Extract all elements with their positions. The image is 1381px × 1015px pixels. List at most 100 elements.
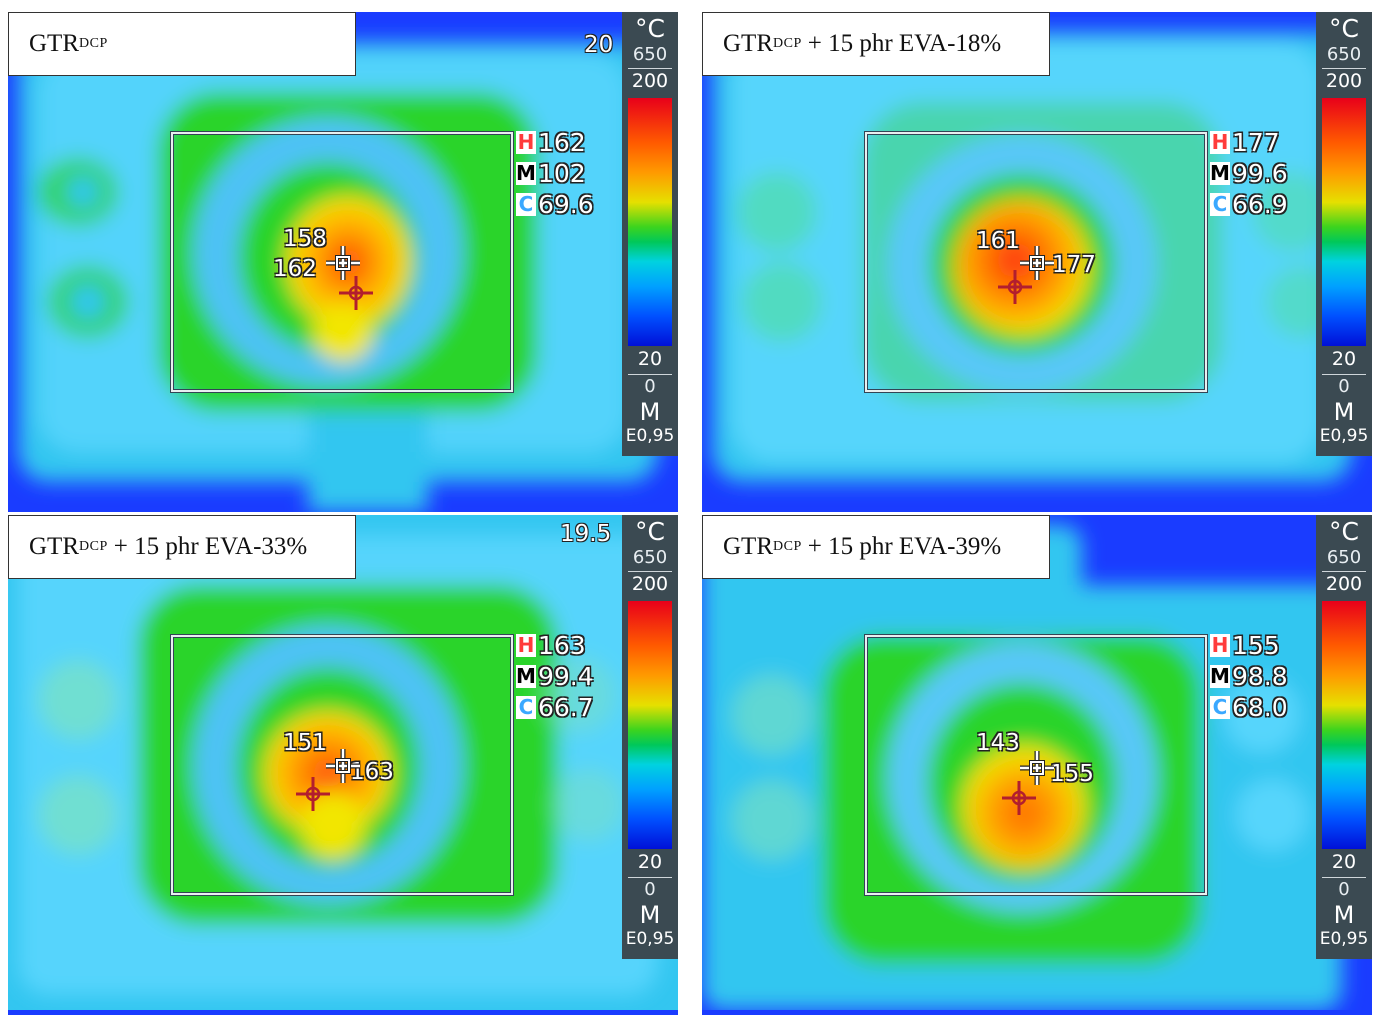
high-tag: H bbox=[516, 130, 536, 154]
stat-high: H 163 bbox=[516, 630, 594, 661]
scale-max: 650 bbox=[1326, 44, 1362, 65]
stat-cold: C 66.9 bbox=[1210, 189, 1288, 220]
high-value: 155 bbox=[1232, 631, 1280, 660]
center-spot-label: 161 bbox=[976, 228, 1020, 254]
scale-unit: °C bbox=[635, 14, 665, 43]
ambient-temp: 19.5 bbox=[560, 521, 612, 547]
scale-mode: M bbox=[639, 901, 661, 929]
panel-caption: GTR DCP bbox=[8, 12, 356, 76]
mean-value: 99.4 bbox=[538, 662, 594, 691]
crosshair-target-icon bbox=[1002, 781, 1036, 815]
color-gradient bbox=[1322, 601, 1366, 849]
hot-spot-label: 155 bbox=[1050, 761, 1094, 787]
caption-suffix: + 15 phr EVA-18% bbox=[807, 30, 1002, 57]
high-tag: H bbox=[516, 633, 536, 657]
color-gradient bbox=[628, 98, 672, 346]
cold-tag: C bbox=[1210, 193, 1230, 216]
mean-value: 99.6 bbox=[1232, 159, 1288, 188]
roi-box bbox=[865, 132, 1207, 392]
cold-value: 66.7 bbox=[538, 693, 594, 722]
scale-range-low: 20 bbox=[637, 851, 663, 873]
high-value: 162 bbox=[538, 128, 586, 157]
temperature-scale: °C 650 200 20 0 M E0,95 bbox=[622, 515, 678, 959]
emissivity: E0,95 bbox=[625, 929, 675, 949]
stat-high: H 155 bbox=[1210, 630, 1288, 661]
panel-caption: GTR DCP + 15 phr EVA-33% bbox=[8, 515, 356, 579]
high-tag: H bbox=[1210, 130, 1230, 154]
roi-stats: H 155 M 98.8 C 68.0 bbox=[1210, 630, 1288, 723]
color-gradient bbox=[1322, 98, 1366, 346]
scale-range-low: 20 bbox=[1331, 851, 1357, 873]
caption-suffix: + 15 phr EVA-39% bbox=[807, 533, 1002, 560]
stat-mean: M 98.8 bbox=[1210, 661, 1288, 692]
stat-mean: M 99.6 bbox=[1210, 158, 1288, 189]
scale-range-low: 20 bbox=[637, 348, 663, 370]
caption-subscript: DCP bbox=[773, 539, 802, 554]
cold-value: 66.9 bbox=[1232, 190, 1288, 219]
mean-tag: M bbox=[516, 664, 536, 688]
scale-divider bbox=[1322, 374, 1366, 375]
scale-divider bbox=[1322, 68, 1366, 69]
panel-caption: GTR DCP + 15 phr EVA-18% bbox=[702, 12, 1050, 76]
scale-divider bbox=[628, 374, 672, 375]
scale-max: 650 bbox=[632, 44, 668, 65]
crosshair-target-icon bbox=[296, 777, 330, 811]
hot-spot-label: 162 bbox=[273, 256, 317, 282]
scale-max: 650 bbox=[1326, 547, 1362, 568]
stat-cold: C 68.0 bbox=[1210, 692, 1288, 723]
scale-unit: °C bbox=[635, 517, 665, 546]
caption-main: GTR bbox=[29, 30, 79, 57]
crosshair-icon bbox=[326, 749, 360, 783]
scale-unit: °C bbox=[1329, 14, 1359, 43]
crosshair-target-icon bbox=[339, 276, 373, 310]
roi-box bbox=[171, 132, 513, 392]
thermal-panel-3: GTR DCP + 15 phr EVA-33% 19.5 H 163 M 99.4 C… bbox=[8, 515, 678, 1015]
thermal-panel-4: GTR DCP + 15 phr EVA-39% H 155 M 98.8 C 68.0 … bbox=[702, 515, 1372, 1015]
hot-spot-label: 177 bbox=[1052, 252, 1096, 278]
cold-value: 69.6 bbox=[538, 190, 594, 219]
emissivity: E0,95 bbox=[1319, 426, 1369, 446]
caption-subscript: DCP bbox=[773, 36, 802, 51]
cold-tag: C bbox=[1210, 696, 1230, 719]
mean-tag: M bbox=[516, 161, 536, 185]
temperature-scale: °C 650 200 20 0 M E0,95 bbox=[1316, 515, 1372, 959]
scale-mode: M bbox=[1333, 398, 1355, 426]
high-value: 177 bbox=[1232, 128, 1280, 157]
scale-min: 0 bbox=[1338, 376, 1350, 397]
scale-min: 0 bbox=[644, 376, 656, 397]
scale-divider bbox=[628, 877, 672, 878]
emissivity: E0,95 bbox=[1319, 929, 1369, 949]
temperature-scale: °C 650 200 20 0 M E0,95 bbox=[622, 12, 678, 456]
scale-min: 0 bbox=[644, 879, 656, 900]
crosshair-target-icon bbox=[998, 270, 1032, 304]
caption-main: GTR bbox=[723, 30, 773, 57]
stat-high: H 162 bbox=[516, 127, 594, 158]
scale-max: 650 bbox=[632, 547, 668, 568]
mean-tag: M bbox=[1210, 161, 1230, 185]
emissivity: E0,95 bbox=[625, 426, 675, 446]
stat-cold: C 69.6 bbox=[516, 189, 594, 220]
roi-stats: H 163 M 99.4 C 66.7 bbox=[516, 630, 594, 723]
scale-unit: °C bbox=[1329, 517, 1359, 546]
scale-range-high: 200 bbox=[631, 70, 669, 92]
temperature-scale: °C 650 200 20 0 M E0,95 bbox=[1316, 12, 1372, 456]
stat-mean: M 102 bbox=[516, 158, 594, 189]
stat-mean: M 99.4 bbox=[516, 661, 594, 692]
center-spot-label: 151 bbox=[283, 730, 327, 756]
scale-divider bbox=[628, 571, 672, 572]
stat-high: H 177 bbox=[1210, 127, 1288, 158]
roi-box bbox=[865, 635, 1207, 895]
caption-subscript: DCP bbox=[79, 36, 108, 51]
color-gradient bbox=[628, 601, 672, 849]
scale-mode: M bbox=[1333, 901, 1355, 929]
mean-value: 102 bbox=[538, 159, 586, 188]
crosshair-icon bbox=[1020, 751, 1054, 785]
roi-stats: H 177 M 99.6 C 66.9 bbox=[1210, 127, 1288, 220]
high-tag: H bbox=[1210, 633, 1230, 657]
scale-min: 0 bbox=[1338, 879, 1350, 900]
caption-suffix: + 15 phr EVA-33% bbox=[113, 533, 308, 560]
crosshair-icon bbox=[326, 246, 360, 280]
caption-subscript: DCP bbox=[79, 539, 108, 554]
thermal-panel-2: GTR DCP + 15 phr EVA-18% H 177 M 99.6 C 66.9 … bbox=[702, 12, 1372, 512]
cold-value: 68.0 bbox=[1232, 693, 1288, 722]
